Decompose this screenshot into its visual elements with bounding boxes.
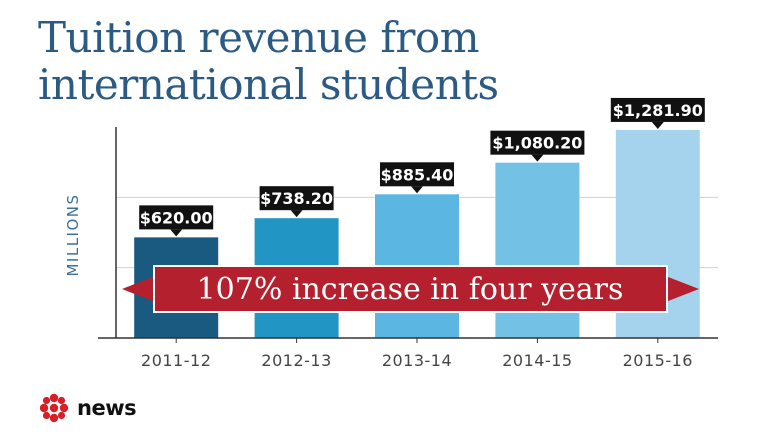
x-tick-labels: 2011-12 2012-13 2013-14 2014-15 2015-16 — [141, 338, 693, 370]
data-label: $1,281.90 — [613, 101, 703, 120]
data-label-pointer — [170, 229, 183, 237]
brand-wordmark: news — [77, 396, 137, 420]
data-label-pointer — [290, 210, 303, 218]
data-labels: $620.00 $738.20 $885.40 $1,080.20 $1,281.90 — [139, 97, 705, 237]
annotation-banner: 107% increase in four years — [122, 265, 699, 313]
data-label-pointer — [411, 186, 423, 194]
banner-body — [153, 265, 668, 313]
title-line-2: international students — [38, 60, 499, 109]
data-label-pointer — [651, 121, 664, 129]
axes — [98, 127, 718, 339]
x-tick-label: 2011-12 — [141, 351, 211, 370]
banner-text: 107% increase in four years — [197, 272, 624, 307]
data-label: $738.20 — [260, 189, 333, 208]
data-label: $885.40 — [381, 165, 454, 184]
cbc-gem-icon — [39, 393, 69, 423]
data-label-box — [610, 97, 705, 122]
banner-right-arrow — [663, 275, 699, 303]
data-label-pointer — [531, 154, 544, 162]
x-tick-label: 2013-14 — [382, 351, 452, 370]
x-tick-label: 2015-16 — [623, 351, 693, 370]
data-label: $1,080.20 — [492, 134, 582, 153]
x-tick-label: 2014-15 — [502, 351, 572, 370]
data-label-box — [139, 205, 214, 230]
data-label-box — [380, 162, 454, 187]
cbc-news-logo: news — [37, 393, 137, 423]
title-line-1: Tuition revenue from — [38, 13, 480, 62]
y-axis-label: MILLIONS — [64, 193, 82, 276]
x-tick-label: 2012-13 — [261, 351, 331, 370]
chart-title: Tuition revenue from international stude… — [38, 14, 499, 108]
data-label: $620.00 — [140, 208, 213, 227]
banner-left-arrow — [122, 275, 158, 303]
data-label-box — [259, 186, 334, 211]
data-label-box — [490, 130, 585, 155]
